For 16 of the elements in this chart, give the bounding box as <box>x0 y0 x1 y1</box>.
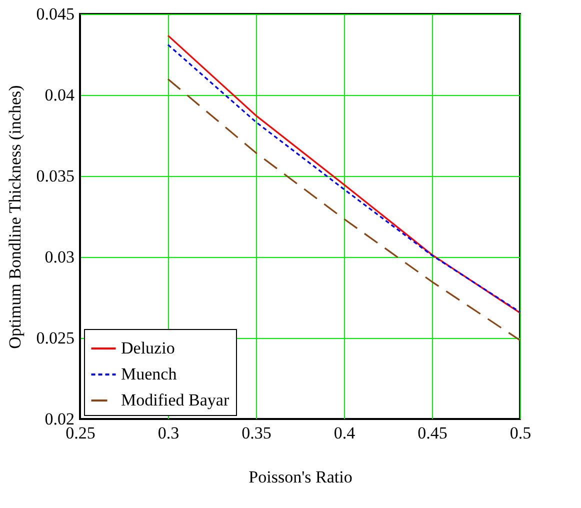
y-tick-label: 0.04 <box>44 86 75 104</box>
y-tick-label: 0.03 <box>44 248 74 266</box>
line-series <box>167 78 521 342</box>
legend-label: Muench <box>121 364 178 384</box>
legend-label: Modified Bayar <box>121 390 230 410</box>
y-tick-label: 0.025 <box>36 328 74 348</box>
y-tick-label: 0.045 <box>36 4 74 24</box>
legend-label: Deluzio <box>121 338 175 358</box>
y-tick-label: 0.035 <box>36 166 74 186</box>
x-tick-label: 0.5 <box>510 424 532 442</box>
y-axis-title: Optimum Bondline Thickness (inches) <box>5 85 24 349</box>
x-axis-title: Poisson's Ratio <box>248 468 352 486</box>
x-tick-label: 0.45 <box>418 424 448 442</box>
x-tick-label: 0.4 <box>334 424 356 442</box>
x-tick-label: 0.35 <box>242 424 272 442</box>
x-tick-label: 0.3 <box>158 424 180 442</box>
